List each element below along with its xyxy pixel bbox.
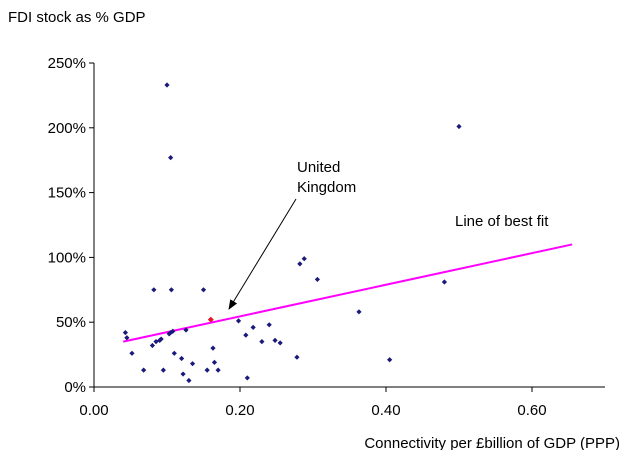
data-point [171,350,177,356]
data-point [211,359,218,365]
data-point [164,82,170,88]
data-point [200,287,207,293]
highlight-group [207,316,214,323]
y-tick-label: 250% [48,55,86,72]
x-tick-label: 0.40 [371,402,400,419]
fit-line-label: Line of best fit [455,213,549,230]
data-point [301,256,307,262]
data-point [244,375,250,381]
data-point [129,350,135,356]
data-point [186,377,192,384]
data-point [250,324,256,330]
annotation-kingdom: Kingdom [297,179,356,196]
data-point [210,345,216,351]
data-points [122,82,462,384]
data-point [259,339,265,345]
data-point [266,322,272,328]
annotation-united: United [297,159,340,176]
x-tick-label: 0.00 [79,402,108,419]
data-point [243,332,249,338]
y-tick-label: 50% [56,314,86,331]
data-point [168,155,174,161]
highlight-point-uk [207,316,214,323]
data-point [297,261,303,267]
data-point [160,367,166,373]
data-point [153,339,159,345]
data-point [314,276,320,283]
data-point [189,361,196,367]
annotation-arrow [228,198,297,310]
data-point [277,340,283,346]
data-point [215,367,221,373]
data-point [170,328,176,334]
data-point [168,287,174,293]
data-point [387,357,393,363]
data-point [441,279,447,285]
fit-line [122,243,573,343]
data-point [141,367,147,373]
y-tick-label: 0% [64,379,86,396]
data-point [149,342,155,349]
fit-line-group [122,243,573,343]
y-axis-title: FDI stock as % GDP [8,9,146,26]
y-tick-label: 200% [48,120,86,137]
data-point [151,287,157,293]
data-point [456,123,462,130]
y-tick-labels: 0% 50% 100% 150% 200% 250% [48,55,86,396]
data-point [179,355,185,362]
data-point [124,335,130,341]
y-tick-label: 150% [48,185,86,202]
x-tick-label: 0.60 [517,402,546,419]
data-point [294,354,300,360]
data-point [183,327,189,333]
data-point [122,329,128,336]
data-point [180,371,186,377]
x-axis-title: Connectivity per £billion of GDP (PPP) [364,435,620,450]
data-point [356,309,362,315]
axes [89,62,605,392]
data-point [166,331,172,337]
data-point [158,336,164,342]
x-tick-label: 0.20 [225,402,254,419]
x-tick-labels: 0.00 0.20 0.40 0.60 [79,402,546,419]
data-point [235,318,242,324]
data-point [204,367,210,373]
data-point [272,337,278,343]
y-tick-label: 100% [48,249,86,266]
